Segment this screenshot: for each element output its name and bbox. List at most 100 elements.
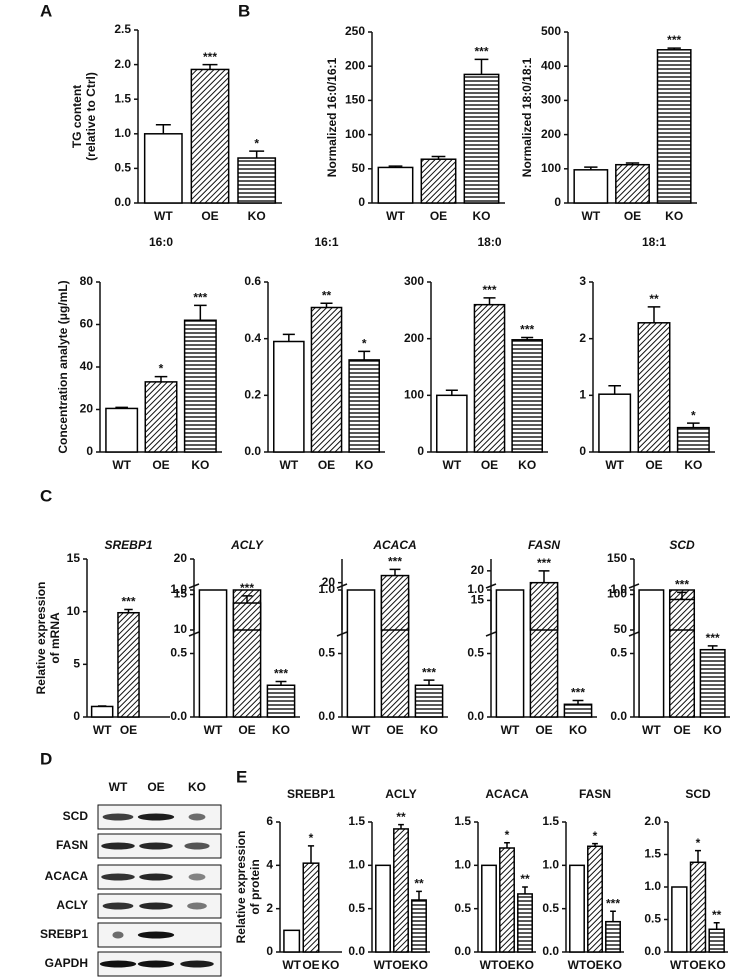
protein-label: FASN — [56, 838, 88, 852]
y-tick-label: 100 — [404, 388, 424, 402]
axis-break — [336, 631, 348, 637]
y-tick-label: 100 — [345, 127, 365, 141]
lane-label: KO — [188, 780, 206, 794]
y-tick-label: 0.2 — [244, 388, 261, 402]
y-axis-label: TG content — [70, 85, 84, 148]
error-bar — [707, 645, 718, 650]
x-tick-label: WT — [282, 958, 301, 972]
y-tick-label: 2.0 — [644, 814, 661, 828]
error-bar — [592, 842, 598, 847]
significance: * — [691, 408, 696, 422]
chart-title: 16:0 — [149, 235, 173, 249]
significance: ** — [712, 908, 722, 922]
error-bar — [388, 165, 403, 168]
significance: *** — [667, 33, 681, 47]
bar — [266, 684, 296, 718]
significance: *** — [606, 896, 620, 910]
chart-title: 18:1 — [642, 235, 666, 249]
y-tick-label: 1.5 — [114, 91, 131, 105]
y-tick-label: 0.0 — [644, 944, 661, 958]
error-bar — [584, 166, 598, 170]
blot-band — [184, 842, 210, 850]
x-tick-label: KO — [708, 958, 726, 972]
x-tick-label: OE — [120, 723, 137, 737]
y-tick-label: 2.5 — [114, 22, 131, 36]
x-tick-label: WT — [112, 458, 131, 472]
x-tick-label: KO — [684, 458, 702, 472]
x-tick-label: OE — [386, 723, 403, 737]
error-bar — [677, 591, 687, 600]
bar — [689, 861, 707, 953]
y-tick-label: 1.0 — [318, 582, 335, 596]
error-bar — [389, 568, 401, 576]
x-tick-label: WT — [443, 458, 462, 472]
chart-title: ACLY — [230, 538, 264, 552]
x-tick-label: WT — [386, 209, 405, 223]
chart-title: ACACA — [485, 787, 529, 801]
bar — [302, 862, 320, 953]
x-tick-label: OE — [645, 458, 662, 472]
y-tick-label: 1.0 — [114, 126, 131, 140]
blot-band — [139, 842, 173, 850]
y-tick-label: 100 — [607, 587, 627, 601]
bar-upper — [668, 598, 696, 631]
lane-label: OE — [147, 780, 164, 794]
y-tick-label: 0.5 — [542, 901, 559, 915]
blot-band — [139, 902, 173, 910]
blot-band — [188, 813, 206, 821]
error-bar — [445, 389, 458, 396]
y-tick-label: 10 — [174, 622, 188, 636]
x-tick-label: KO — [191, 458, 209, 472]
blot-band — [188, 873, 206, 881]
significance: *** — [537, 556, 551, 570]
x-tick-label: WT — [501, 723, 520, 737]
protein-label: ACACA — [45, 869, 89, 883]
chart-title: ACLY — [385, 787, 417, 801]
panel-label: B — [238, 1, 250, 20]
x-tick-label: OE — [673, 723, 690, 737]
y-tick-label: 0.4 — [244, 331, 261, 345]
chart-title: SREBP1 — [104, 538, 152, 552]
y-tick-label: 0.5 — [610, 646, 627, 660]
y-tick-label: 0.0 — [114, 195, 131, 209]
bar — [143, 133, 183, 204]
error-bar — [115, 406, 128, 409]
y-tick-label: 1.0 — [467, 582, 484, 596]
error-bar — [202, 63, 218, 70]
blot-band — [102, 902, 134, 910]
bar — [90, 705, 114, 718]
y-tick-label: 2 — [579, 331, 586, 345]
y-axis-label: Normalized 18:0/18:1 — [520, 57, 534, 177]
x-tick-label: KO — [704, 723, 722, 737]
x-tick-label: WT — [582, 209, 601, 223]
blot-band — [102, 813, 134, 821]
error-bar — [538, 570, 550, 583]
bar — [144, 381, 178, 453]
error-bar — [307, 845, 315, 864]
significance: * — [593, 829, 598, 843]
y-tick-label: 200 — [345, 58, 365, 72]
x-tick-label: KO — [473, 209, 491, 223]
bar — [348, 359, 380, 453]
x-tick-label: KO — [321, 958, 339, 972]
y-tick-label: 1.5 — [454, 814, 471, 828]
error-bar — [522, 886, 528, 894]
y-tick-label: 0.5 — [644, 912, 661, 926]
bar — [183, 319, 217, 453]
bar — [638, 589, 665, 718]
y-tick-label: 0 — [417, 444, 424, 458]
y-tick-label: 1.0 — [542, 858, 559, 872]
y-tick-label: 0.5 — [114, 161, 131, 175]
x-tick-label: WT — [670, 958, 689, 972]
bar — [569, 864, 585, 953]
y-axis-label: Relative expression — [234, 831, 248, 944]
bar — [598, 393, 632, 453]
bar — [375, 864, 391, 953]
x-tick-label: OE — [201, 209, 218, 223]
error-bar — [687, 422, 700, 428]
y-tick-label: 0 — [266, 944, 273, 958]
bar-upper — [232, 602, 262, 631]
chart-title: 16:1 — [314, 235, 338, 249]
significance: ** — [414, 877, 424, 891]
